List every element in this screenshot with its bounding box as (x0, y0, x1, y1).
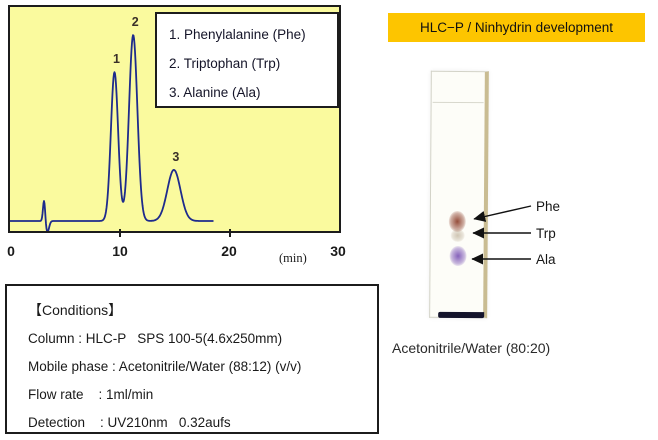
conditions-box: 【Conditions】 Column : HLC-P SPS 100-5(4.… (5, 284, 379, 434)
tlc-solvent-front-line (432, 101, 484, 104)
peak-label-2: 2 (131, 15, 139, 29)
peak-label-3: 3 (172, 149, 180, 164)
legend-item-ala: 3. Alanine (Ala) (169, 85, 261, 100)
tlc-plate (429, 70, 489, 319)
conditions-column: Column : HLC-P SPS 100-5(4.6x250mm) (28, 330, 283, 346)
tlc-caption: Acetonitrile/Water (80:20) (392, 340, 551, 356)
x-tick-0: 0 (7, 243, 15, 259)
ala-spot-label: Ala (536, 252, 556, 267)
x-tick-30: 30 (330, 243, 346, 259)
legend-item-phe: 1. Phenylalanine (Phe) (169, 27, 306, 42)
conditions-flow-rate: Flow rate : 1ml/min (28, 386, 154, 402)
trp-spot-label: Trp (536, 226, 556, 241)
x-tick-20: 20 (221, 243, 237, 259)
peak-label-1: 1 (113, 52, 120, 67)
phe-spot-label: Phe (536, 199, 561, 214)
tlc-spot-trp (450, 228, 465, 243)
conditions-detection: Detection : UV210nm 0.32aufs (28, 414, 231, 430)
tlc-plate-bottom-edge (438, 311, 485, 319)
phe-arrow (473, 205, 532, 222)
tlc-banner: HLC−P / Ninhydrin development (388, 13, 645, 42)
chromatogram-trace-svg (10, 34, 214, 231)
x-axis-unit: (min) (279, 251, 307, 265)
x-tickmark-10 (119, 229, 121, 237)
legend-item-trp: 2. Triptophan (Trp) (169, 56, 281, 71)
conditions-title: 【Conditions】 (28, 302, 123, 318)
peak-legend: 1. Phenylalanine (Phe) 2. Triptophan (Tr… (155, 12, 339, 108)
x-tickmark-20 (229, 229, 231, 237)
conditions-mobile-phase: Mobile phase : Acetonitrile/Water (88:12… (28, 358, 302, 374)
tlc-arrows (471, 205, 532, 265)
x-tick-10: 10 (112, 243, 128, 259)
chromatogram-plot: 1 2 3 1. Phenylalanine (Phe) 2. Triptoph… (8, 5, 341, 233)
